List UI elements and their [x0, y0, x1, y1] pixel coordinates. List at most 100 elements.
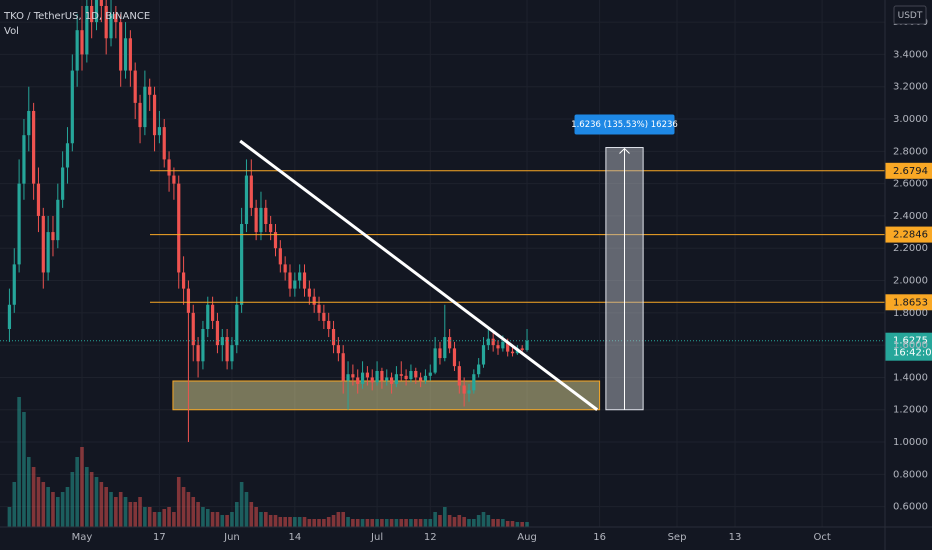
volume-bar — [496, 519, 500, 527]
candle-body — [7, 304, 12, 329]
volume-bar — [118, 492, 123, 527]
volume-bar — [413, 519, 418, 527]
volume-bar — [152, 512, 157, 527]
x-tick-label: Jun — [223, 532, 240, 543]
candle-body — [331, 328, 336, 346]
volume-bar — [123, 497, 128, 527]
volume-bar — [486, 515, 491, 527]
candle-body — [61, 167, 65, 200]
candle-body — [443, 337, 447, 359]
currency-box[interactable] — [893, 5, 927, 25]
y-tick-label: 2.6000 — [893, 179, 928, 190]
volume-bar — [244, 492, 249, 527]
volume-bar — [147, 507, 152, 527]
volume-bar — [201, 507, 205, 527]
y-tick-label: 1.8000 — [893, 308, 928, 319]
measure-tag — [574, 114, 675, 135]
volume-bar — [355, 519, 360, 527]
candle-body — [17, 183, 21, 265]
volume-bar — [491, 519, 495, 527]
candle-body — [302, 272, 307, 289]
candle-body — [133, 70, 137, 103]
candle-body — [32, 110, 36, 184]
volume-bar — [346, 517, 350, 527]
volume-bar — [12, 482, 17, 527]
volume-bar — [186, 492, 191, 527]
candle-body — [80, 30, 84, 55]
volume-bar — [399, 519, 404, 527]
volume-bar — [307, 519, 312, 527]
candle-body — [181, 272, 186, 289]
candle-body — [177, 183, 181, 273]
volume-bar — [341, 512, 346, 527]
candle-body — [70, 70, 74, 144]
y-tick-label: 1.0000 — [893, 437, 928, 448]
volume-bar — [351, 519, 355, 527]
volume-bar — [26, 457, 31, 527]
volume-bar — [452, 517, 457, 527]
volume-bar — [46, 487, 50, 527]
volume-bar — [172, 512, 176, 527]
candle-body — [65, 143, 70, 168]
candle-body — [75, 30, 79, 71]
candle-body — [128, 38, 132, 71]
candle-body — [448, 337, 452, 349]
volume-bar — [326, 517, 331, 527]
volume-bar — [230, 512, 234, 527]
volume-bar — [60, 492, 65, 527]
candle-body — [264, 207, 268, 225]
candle-body — [27, 110, 31, 136]
volume-bar — [239, 482, 244, 527]
volume-bar — [481, 512, 486, 527]
level-tag — [885, 294, 932, 311]
candle-body — [520, 348, 524, 350]
volume-bar — [409, 519, 413, 527]
volume-bar — [297, 517, 302, 527]
volume-bar — [375, 519, 379, 527]
volume-bar — [41, 482, 46, 527]
candle-body — [85, 5, 89, 55]
y-tick-label: 3.0000 — [893, 114, 928, 125]
candle-body — [351, 374, 355, 378]
volume-bar — [215, 512, 220, 527]
candle-body — [172, 175, 176, 184]
x-tick-label: 17 — [153, 532, 166, 543]
candle-body — [501, 341, 505, 349]
candle-body — [360, 372, 365, 384]
candle-body — [215, 320, 220, 346]
candle-body — [375, 370, 379, 383]
candle-body — [259, 207, 263, 233]
volume-bar — [109, 492, 113, 527]
volume-bar — [302, 517, 307, 527]
candle-body — [317, 304, 321, 313]
volume-bar — [254, 507, 258, 527]
volume-bar — [56, 497, 60, 527]
currency[interactable]: USDT — [898, 11, 923, 21]
volume-bar — [278, 517, 283, 527]
candle-body — [419, 377, 423, 381]
candle-body — [196, 345, 200, 362]
level-tag — [885, 226, 932, 243]
volume-bar — [317, 519, 321, 527]
candle-body — [486, 338, 490, 346]
volume-bar — [157, 512, 162, 527]
y-tick-label: 0.8000 — [893, 469, 928, 480]
volume-bar — [210, 512, 215, 527]
candle-body — [356, 377, 360, 384]
volume-bar — [128, 502, 133, 527]
candle-body — [462, 385, 466, 394]
candle-body — [273, 232, 278, 249]
volume-bar — [114, 497, 118, 527]
volume-bar — [433, 512, 437, 527]
volume-bar — [17, 397, 21, 527]
volume-bar — [22, 412, 26, 527]
candle-body — [152, 94, 157, 136]
volume-bar — [423, 519, 428, 527]
volume-bar — [162, 509, 167, 527]
volume-bar — [360, 519, 365, 527]
candle-body — [56, 199, 60, 241]
volume-bar — [331, 515, 336, 527]
volume-bar — [418, 519, 423, 527]
